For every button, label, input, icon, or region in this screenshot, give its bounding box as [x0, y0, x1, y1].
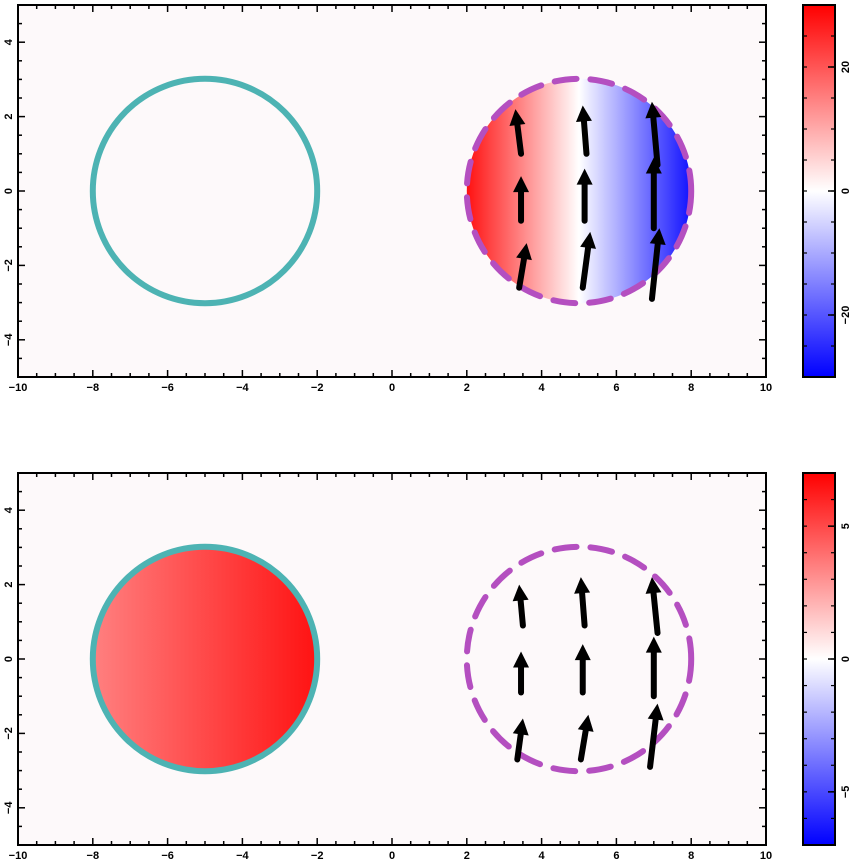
arrow-7	[648, 228, 666, 302]
arrow-9	[645, 577, 662, 636]
arrow-2	[513, 651, 530, 696]
arrow-7	[647, 703, 664, 770]
left-circle-field	[92, 546, 318, 772]
x-tick-label: 2	[464, 382, 470, 394]
x-tick-label: 10	[760, 382, 772, 394]
x-tick-label: 0	[389, 850, 395, 862]
y-tick-label: 0	[3, 656, 15, 662]
x-tick-label: 4	[539, 850, 546, 862]
x-tick-label: 8	[688, 850, 694, 862]
x-tick-label: 6	[613, 382, 619, 394]
y-tick-label: 2	[3, 582, 15, 588]
x-tick-label: −2	[311, 850, 324, 862]
arrow-4	[579, 231, 597, 291]
x-tick-label: 4	[539, 382, 546, 394]
y-tick-label: −4	[3, 333, 15, 346]
x-tick-label: −6	[161, 382, 174, 394]
x-tick-label: −10	[9, 382, 28, 394]
colorbar-tick-label: 0	[840, 656, 852, 662]
y-tick-label: 4	[3, 38, 15, 45]
y-tick-label: 2	[3, 114, 15, 120]
x-tick-label: 10	[760, 850, 772, 862]
x-tick-label: −4	[236, 850, 249, 862]
y-tick-label: −2	[3, 727, 15, 740]
top-panel: −10 −8 −6 −4 −2 0 2 4 6 8 10 −4 −2 0 2 4	[3, 4, 772, 394]
arrow-4	[577, 714, 594, 763]
arrow-2	[513, 176, 530, 224]
x-tick-label: 2	[464, 850, 470, 862]
x-tick-label: −8	[87, 850, 100, 862]
colorbar-tick-label: 5	[840, 523, 852, 529]
x-tick-label: −4	[236, 382, 249, 394]
colorbar-tick-label: 0	[840, 188, 852, 194]
x-tick-label: 0	[389, 382, 395, 394]
arrow-6	[575, 105, 592, 157]
y-tick-label: −4	[3, 801, 15, 814]
x-tick-label: −10	[9, 850, 28, 862]
right-circle-outline	[463, 543, 695, 775]
colorbar-tick-label: 20	[840, 61, 852, 73]
left-circle-outline	[89, 75, 321, 307]
colorbar-tick-label: −5	[840, 786, 852, 799]
bottom-panel: −10 −8 −6 −4 −2 0 2 4 6 8 10 −4 −2 0 2 4	[3, 472, 772, 862]
arrow-5	[576, 168, 593, 224]
y-tick-label: −2	[3, 259, 15, 272]
arrow-3	[512, 584, 529, 629]
y-tick-label: 0	[3, 188, 15, 194]
right-circle-field	[466, 78, 692, 304]
x-tick-label: −8	[87, 382, 100, 394]
top-colorbar: 20 0 −20	[802, 4, 852, 378]
bottom-colorbar: 5 0 −5	[802, 472, 852, 846]
arrow-8	[645, 636, 662, 700]
arrow-3	[509, 109, 526, 157]
x-tick-label: −2	[311, 382, 324, 394]
colorbar-tick-label: −20	[840, 306, 852, 325]
left-circle-outline	[89, 543, 321, 775]
arrow-5	[574, 644, 591, 696]
arrow-6	[574, 577, 591, 629]
x-tick-label: 6	[613, 850, 619, 862]
arrow-8	[645, 157, 662, 232]
y-tick-label: 4	[3, 506, 15, 513]
right-circle-outline	[463, 75, 695, 307]
arrow-9	[645, 101, 662, 168]
x-tick-label: −6	[161, 850, 174, 862]
arrow-1	[516, 243, 532, 291]
x-tick-label: 8	[688, 382, 694, 394]
arrow-1	[512, 718, 529, 763]
